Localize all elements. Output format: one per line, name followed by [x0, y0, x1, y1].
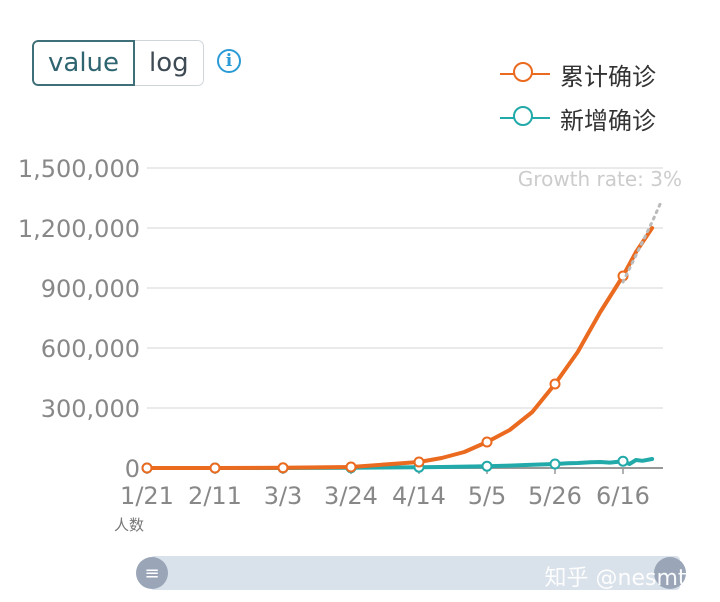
- x-axis: 1/21 2/11 3/3 3/24 4/14 5/5 5/26 6/16: [120, 468, 650, 510]
- grid-lines: [147, 167, 663, 469]
- series-line-0: [145, 226, 655, 470]
- y-tick-label: 1,200,000: [18, 215, 140, 243]
- data-point-marker: [209, 462, 221, 474]
- range-slider-right-handle[interactable]: [654, 557, 686, 589]
- scale-log-button[interactable]: log: [135, 40, 204, 86]
- data-point-marker: [617, 455, 629, 467]
- y-tick-label: 300,000: [41, 395, 140, 423]
- y-unit-label: 人数: [114, 516, 144, 534]
- info-circle-icon[interactable]: i: [217, 49, 241, 73]
- data-point-marker: [413, 456, 425, 468]
- legend-item-new[interactable]: 新增确诊: [500, 96, 656, 140]
- y-tick-label: 900,000: [41, 275, 140, 303]
- x-tick-label: 5/26: [528, 482, 582, 510]
- legend-swatch-new: [500, 106, 550, 130]
- data-point-marker: [481, 436, 493, 448]
- x-tick-label: 4/14: [392, 482, 446, 510]
- growth-rate-annotation: Growth rate: 3%: [518, 167, 682, 191]
- y-tick-label: 0: [125, 455, 140, 483]
- data-point-marker: [549, 458, 561, 470]
- legend-label-new: 新增确诊: [560, 106, 656, 135]
- data-point-marker: [481, 460, 493, 472]
- scale-value-button[interactable]: value: [32, 40, 136, 86]
- range-slider-track[interactable]: [150, 556, 680, 590]
- x-tick-label: 3/3: [264, 482, 303, 510]
- scale-toggle: value log: [32, 40, 204, 86]
- x-tick-label: 6/16: [596, 482, 650, 510]
- y-tick-label: 1,500,000: [18, 155, 140, 183]
- data-point-marker: [549, 378, 561, 390]
- x-tick-label: 2/11: [188, 482, 242, 510]
- y-tick-label: 600,000: [41, 335, 140, 363]
- data-point-marker: [277, 462, 289, 474]
- x-tick-label: 1/21: [120, 482, 174, 510]
- legend: 累计确诊 新增确诊: [500, 52, 656, 140]
- x-tick-label: 5/5: [468, 482, 507, 510]
- series-layer: [141, 198, 664, 474]
- data-point-marker: [141, 462, 153, 474]
- data-point-marker: [345, 461, 357, 473]
- legend-item-cumulative[interactable]: 累计确诊: [500, 52, 656, 96]
- range-slider-left-handle[interactable]: ≡: [136, 557, 168, 589]
- y-axis: 0 300,000 600,000 900,000 1,200,000 1,500,000: [18, 155, 140, 483]
- legend-label-cumulative: 累计确诊: [560, 62, 656, 91]
- legend-swatch-cumulative: [500, 62, 550, 86]
- watermark: 知乎 @nesmto: [544, 566, 700, 591]
- x-tick-label: 3/24: [324, 482, 378, 510]
- growth-projection-line: [621, 198, 664, 284]
